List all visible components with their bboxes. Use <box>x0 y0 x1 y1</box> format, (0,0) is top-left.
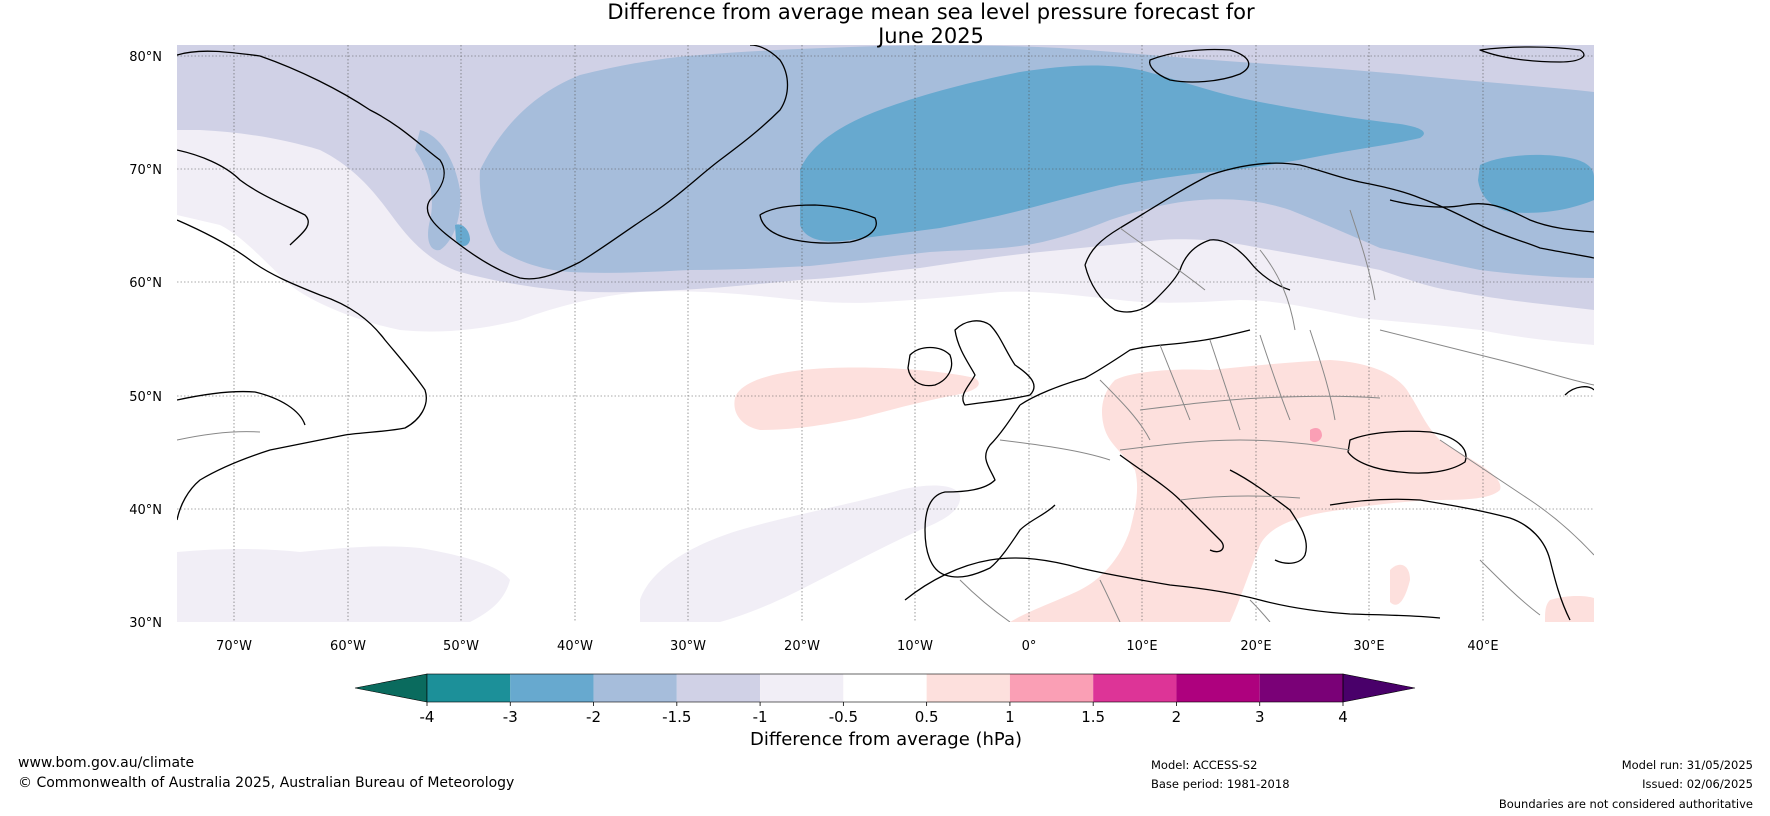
footer-model-run: Model run: 31/05/2025 <box>1621 758 1753 772</box>
coast-greenland <box>177 45 789 280</box>
coastlines <box>177 45 1594 621</box>
footer-copyright: © Commonwealth of Australia 2025, Austra… <box>18 775 515 791</box>
anomaly-region-minus-0-5-west <box>177 546 510 622</box>
lon-label: 30°W <box>670 639 706 654</box>
coast-north-america <box>177 219 427 521</box>
colorbar-tick-label: -3 <box>503 708 518 726</box>
colorbar-bin <box>926 674 1010 702</box>
colorbar-extend-below <box>354 673 428 703</box>
colorbar-tick-label: -1 <box>753 708 768 726</box>
footer-disclaimer: Boundaries are not considered authoritat… <box>1498 797 1753 811</box>
lon-label: 60°W <box>330 639 366 654</box>
coast-scandinavia <box>1084 162 1594 266</box>
anomaly-region-plus-1-center <box>1310 428 1322 443</box>
coast-france-iberia <box>924 404 1056 578</box>
coast-kola <box>1389 199 1594 233</box>
colorbar-outline <box>426 673 1344 703</box>
colorbar-tick-label: 4 <box>1338 708 1348 726</box>
lat-label: 50°N <box>129 390 162 405</box>
anomaly-region-minus-2-c <box>455 224 470 246</box>
coast-italy <box>1119 454 1224 553</box>
lat-label: 60°N <box>129 276 162 291</box>
coast-norway-sweden <box>1084 239 1291 313</box>
colorbar-tick-label: -1.5 <box>662 708 691 726</box>
footer-issued: Issued: 02/06/2025 <box>1642 777 1753 791</box>
coast-hudson <box>177 390 306 426</box>
anomaly-region-plus-0-5-east <box>1390 564 1410 605</box>
latitude-labels: 80°N 70°N 60°N 50°N 40°N 30°N <box>129 50 162 631</box>
coast-turkey <box>1329 498 1571 621</box>
lat-label: 80°N <box>129 50 162 65</box>
colorbar-bin <box>843 674 927 702</box>
coast-arctic-islands <box>1479 46 1585 63</box>
colorbar-bin <box>1093 674 1177 702</box>
colorbar-tick-label: -0.5 <box>829 708 858 726</box>
footer-model: Model: ACCESS-S2 <box>1151 758 1258 772</box>
coast-iceland <box>759 204 877 244</box>
anomaly-region-plus-0-5-south <box>1545 595 1594 622</box>
footer-website[interactable]: www.bom.gov.au/climate <box>18 755 195 771</box>
colorbar-tick-label: -2 <box>586 708 601 726</box>
lon-label: 70°W <box>216 639 252 654</box>
lon-label: 20°E <box>1240 639 1271 654</box>
lat-label: 40°N <box>129 503 162 518</box>
colorbar-bin <box>760 674 844 702</box>
map-title-line-1: Difference from average mean sea level p… <box>607 0 1255 24</box>
colorbar-bin <box>593 674 677 702</box>
colorbar-extend-above <box>1342 673 1416 703</box>
coast-greenland-west <box>177 149 309 246</box>
colorbar-tick-label: 2 <box>1172 708 1182 726</box>
colorbar-tick-label: 1.5 <box>1081 708 1105 726</box>
colorbar-bin <box>1009 674 1094 702</box>
lon-label: 10°E <box>1126 639 1157 654</box>
lon-label: 40°E <box>1467 639 1498 654</box>
colorbar-bin <box>427 674 511 702</box>
longitude-labels: 70°W 60°W 50°W 40°W 30°W 20°W 10°W 0° 10… <box>216 639 1499 654</box>
graticule <box>177 45 1594 622</box>
lon-label: 30°E <box>1353 639 1384 654</box>
coast-svalbard <box>1149 48 1250 83</box>
anomaly-region-minus-2 <box>800 65 1424 242</box>
map-title-line-2: June 2025 <box>878 24 984 48</box>
coast-balkans <box>1229 469 1307 564</box>
coast-ireland <box>907 346 953 387</box>
colorbar-tick-label: 3 <box>1255 708 1265 726</box>
colorbar-title: Difference from average (hPa) <box>750 729 1022 750</box>
coast-caspian <box>1564 386 1594 396</box>
anomaly-region-minus-2-b <box>1478 154 1594 213</box>
colorbar-tick-label: -4 <box>420 708 435 726</box>
colorbar-tick-label: 0.5 <box>915 708 939 726</box>
map-title: Difference from average mean sea level p… <box>0 0 1770 48</box>
lon-label: 50°W <box>443 639 479 654</box>
country-borders <box>177 209 1594 622</box>
coast-north-africa <box>904 557 1441 619</box>
footer-base-period: Base period: 1981-2018 <box>1151 777 1290 791</box>
colorbar-bin <box>1176 674 1260 702</box>
colorbar-tick-label: 1 <box>1005 708 1015 726</box>
colorbar-bin <box>676 674 761 702</box>
lon-label: 40°W <box>557 639 593 654</box>
colorbar-bin <box>1259 674 1343 702</box>
coast-great-britain <box>954 320 1035 406</box>
lon-label: 20°W <box>784 639 820 654</box>
lon-label: 0° <box>1022 639 1037 654</box>
coast-western-europe <box>1019 329 1251 406</box>
colorbar: -4 -3 -2 -1.5 -1 -0.5 0.5 1 1.5 2 3 4 <box>354 673 1416 726</box>
coast-black-sea <box>1347 430 1467 474</box>
lat-label: 70°N <box>129 163 162 178</box>
lon-label: 10°W <box>897 639 933 654</box>
anomaly-region-minus-0-5-south-atlantic <box>640 485 961 622</box>
colorbar-bin <box>510 674 594 702</box>
anomaly-region-plus-0-5-europe <box>1010 360 1501 622</box>
lat-label: 30°N <box>129 616 162 631</box>
